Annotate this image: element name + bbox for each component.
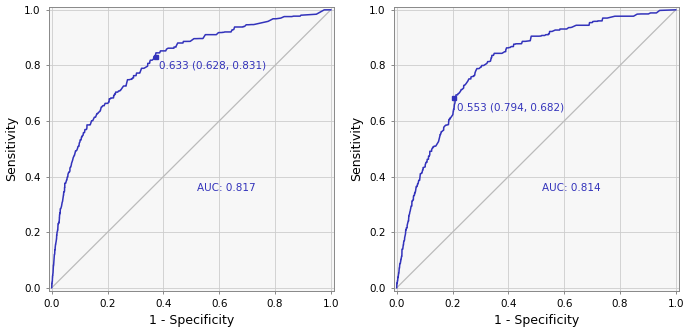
Text: AUC: 0.817: AUC: 0.817	[197, 183, 255, 193]
Y-axis label: Sensitivity: Sensitivity	[6, 116, 19, 181]
Y-axis label: Sensitivity: Sensitivity	[351, 116, 364, 181]
X-axis label: 1 - Specificity: 1 - Specificity	[493, 314, 579, 327]
X-axis label: 1 - Specificity: 1 - Specificity	[148, 314, 234, 327]
Text: 0.633 (0.628, 0.831): 0.633 (0.628, 0.831)	[159, 60, 266, 70]
Text: 0.553 (0.794, 0.682): 0.553 (0.794, 0.682)	[457, 102, 564, 112]
Text: AUC: 0.814: AUC: 0.814	[542, 183, 600, 193]
